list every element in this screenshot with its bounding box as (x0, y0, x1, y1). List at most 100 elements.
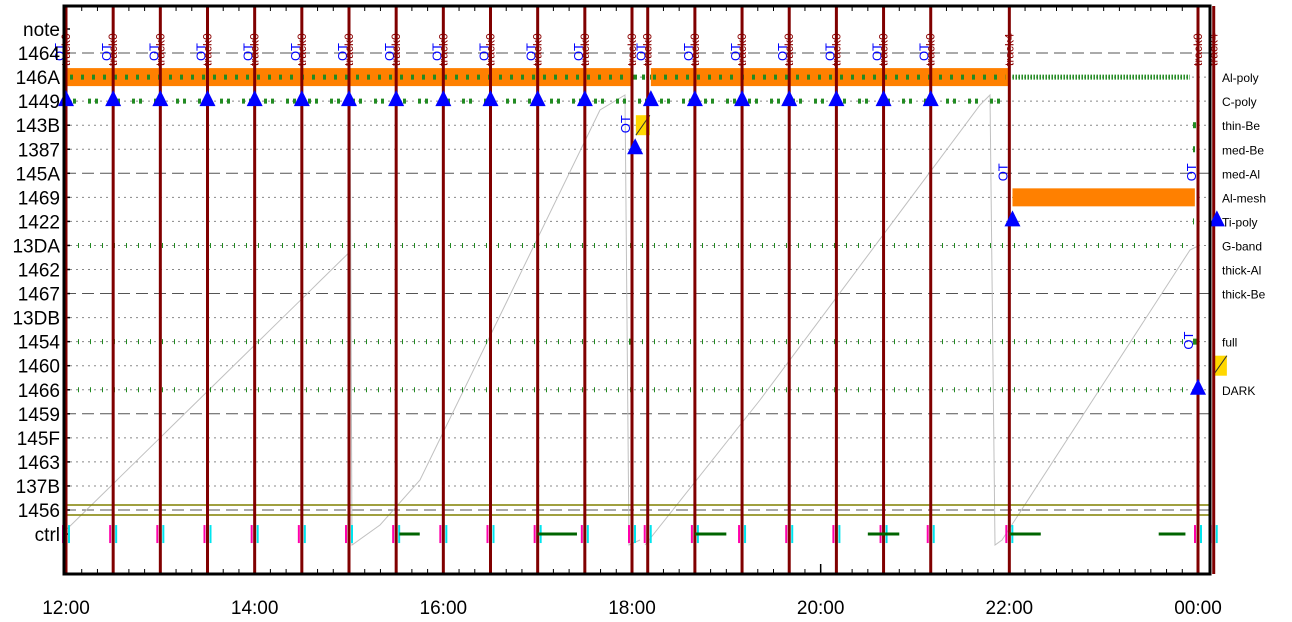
blue-triangle (781, 90, 798, 107)
row-label-1456: 1456 (18, 501, 60, 522)
ot-marker: OT (146, 43, 161, 61)
ot-marker: OT (288, 43, 303, 61)
ot-marker: OT (1184, 163, 1199, 181)
ot-marker: OT (681, 43, 696, 61)
ot-marker: OT (99, 43, 114, 61)
right-label-thick-Al: thick-Al (1222, 264, 1261, 278)
blue-triangle (875, 90, 892, 107)
blue-triangle (435, 90, 452, 107)
x-tick-label: 16:00 (420, 598, 468, 619)
track-label: track0 (735, 33, 749, 66)
track-label: track0 (625, 33, 639, 66)
right-label-G-band: G-band (1222, 239, 1262, 253)
row-label-146A: 146A (16, 68, 61, 89)
blue-triangle (627, 138, 644, 155)
track-label: track0 (389, 33, 403, 66)
track-label: track0 (153, 33, 167, 66)
track-label: track0 (201, 33, 215, 66)
row-label-1449: 1449 (18, 92, 60, 113)
markers-layer: OT OT OT OT OT OT OT OT OT OT OT OT OT OT OT OT OT OT OT OT… (52, 43, 1225, 395)
row-label-13DA: 13DA (12, 236, 60, 257)
track-label: track0 (484, 33, 498, 66)
track-label: track0 (248, 33, 262, 66)
track-label: track4 (1002, 33, 1016, 66)
right-label-med-Al: med-Al (1222, 167, 1260, 181)
blue-triangle (922, 90, 939, 107)
green-stub-1422 (1193, 218, 1194, 225)
blue-triangle (734, 90, 751, 107)
blue-triangle (1190, 378, 1206, 395)
blue-triangle (686, 90, 703, 107)
ot-marker: OT (335, 43, 350, 61)
ot-marker: OT (917, 43, 932, 61)
row-label-1466: 1466 (18, 381, 60, 402)
ot-marker: OT (194, 43, 209, 61)
blue-triangle (642, 90, 659, 107)
row-label-13DB: 13DB (12, 309, 60, 330)
blue-triangle (388, 90, 405, 107)
blue-triangle (576, 90, 593, 107)
row-label-145A: 145A (16, 164, 61, 185)
x-tick-label: 22:00 (986, 598, 1034, 619)
track-label: track0 (295, 33, 309, 66)
ot-marker: OT (728, 43, 743, 61)
track-label: track0 (436, 33, 450, 66)
grey-trace-3 (644, 93, 1201, 546)
right-label-Al-mesh: Al-mesh (1222, 191, 1266, 205)
blue-triangle (152, 90, 169, 107)
track-label: track0 (106, 33, 120, 66)
x-tick-label: 00:00 (1174, 598, 1222, 619)
x-tick-label: 12:00 (42, 598, 90, 619)
ot-marker: OT (524, 43, 539, 61)
ot-marker: OT (477, 43, 492, 61)
right-label-Al-poly: Al-poly (1222, 71, 1259, 85)
blue-triangle (199, 90, 216, 107)
row-label-1459: 1459 (18, 405, 60, 426)
row-label-1467: 1467 (18, 285, 60, 306)
ot-marker: OT (995, 163, 1010, 181)
x-tick-label: 20:00 (797, 598, 845, 619)
orange-bar-1469 (1012, 188, 1195, 207)
row-label-note: note (23, 20, 60, 41)
ot-marker: OT (1181, 332, 1196, 350)
row-label-1469: 1469 (18, 188, 60, 209)
x-tick-label: 14:00 (231, 598, 279, 619)
right-label-thick-Be: thick-Be (1222, 288, 1266, 302)
blue-triangle (482, 90, 499, 107)
row-label-143B: 143B (16, 116, 60, 137)
right-label-full: full (1222, 336, 1237, 350)
green-stub-1387 (1193, 146, 1195, 153)
right-label-DARK: DARK (1222, 384, 1255, 398)
row-label-ctrl: ctrl (35, 525, 60, 546)
track-label: track0 (531, 33, 545, 66)
row-grid (64, 6, 1210, 574)
ot-marker: OT (775, 43, 790, 61)
track-label: track0 (877, 33, 891, 66)
blue-triangle (341, 90, 357, 107)
blue-triangle (1004, 210, 1021, 227)
track-label: track0 (829, 33, 843, 66)
plot-frame (62, 4, 1212, 576)
ot-marker: OT (634, 43, 649, 61)
x-tick-label: 18:00 (608, 598, 656, 619)
row-label-1464: 1464 (18, 44, 61, 65)
track-label: track0 (688, 33, 702, 66)
blue-triangle (58, 90, 74, 107)
track-label: track0 (578, 33, 592, 66)
track-label: track0 (1191, 33, 1205, 66)
ot-marker: OT (382, 43, 397, 61)
right-label-thin-Be: thin-Be (1222, 119, 1260, 133)
row-label-1454: 1454 (18, 333, 61, 354)
blue-triangle (293, 90, 310, 107)
right-label-C-poly: C-poly (1222, 95, 1257, 109)
row-label-145F: 145F (17, 429, 60, 450)
green-stub-1454 (1193, 338, 1198, 345)
track-label: track0 (342, 33, 356, 66)
right-label-med-Be: med-Be (1222, 143, 1264, 157)
ot-marker: OT (822, 43, 837, 61)
ot-marker: OT (571, 43, 586, 61)
row-label-1422: 1422 (18, 212, 60, 233)
track-label: track0 (641, 33, 655, 66)
row-label-137B: 137B (16, 477, 60, 498)
